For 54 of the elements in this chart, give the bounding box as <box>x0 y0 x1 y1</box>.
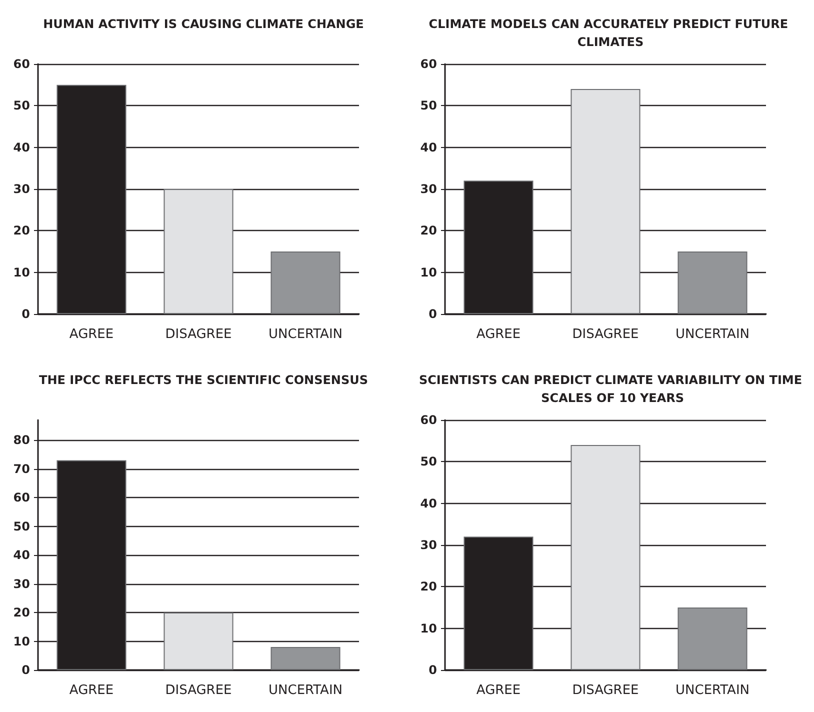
y-tick-label: 20 <box>420 580 437 594</box>
y-tick-label: 20 <box>13 224 30 238</box>
x-tick-label: AGREE <box>476 327 521 342</box>
y-tick-label: 30 <box>13 576 30 591</box>
y-tick-label: 50 <box>13 519 30 534</box>
x-tick-label: DISAGREE <box>165 683 232 698</box>
chart-title: SCIENTISTS CAN PREDICT CLIMATE VARIABILITY ON TIME SCALES OF 10 YEARS <box>418 373 802 405</box>
x-tick-label: UNCERTAIN <box>268 683 343 698</box>
y-tick-label: 10 <box>13 634 30 648</box>
bar <box>570 445 640 670</box>
y-tick-label: 30 <box>420 538 437 552</box>
y-tick-label: 60 <box>420 57 437 71</box>
x-tick-label: DISAGREE <box>572 683 639 698</box>
y-tick-label: 60 <box>13 490 30 505</box>
y-tick-label: 70 <box>13 462 30 476</box>
y-tick-label: 0 <box>428 307 437 321</box>
bar <box>570 89 640 314</box>
y-tick-label: 60 <box>420 413 437 427</box>
y-tick-label: 0 <box>22 307 30 321</box>
y-tick-label: 0 <box>428 663 437 677</box>
y-tick-label: 40 <box>13 548 30 562</box>
bar <box>270 647 340 670</box>
y-tick-label: 10 <box>420 265 437 280</box>
y-tick-label: 50 <box>13 98 30 113</box>
y-tick-label: 10 <box>420 621 437 636</box>
x-tick-label: AGREE <box>69 683 114 698</box>
y-tick-label: 40 <box>13 140 30 154</box>
y-tick-label: 30 <box>420 182 437 196</box>
chart-title: THE IPCC REFLECTS THE SCIENTIFIC CONSENSUS <box>39 373 368 387</box>
y-tick-label: 10 <box>13 265 30 280</box>
bar <box>164 189 234 314</box>
y-tick-label: 30 <box>13 182 30 196</box>
x-tick-label: DISAGREE <box>572 327 639 342</box>
bar <box>164 612 234 670</box>
x-tick-label: UNCERTAIN <box>675 683 750 698</box>
y-tick-label: 0 <box>22 663 30 677</box>
x-tick-label: DISAGREE <box>165 327 232 342</box>
y-tick-label: 40 <box>420 496 437 510</box>
x-tick-label: UNCERTAIN <box>675 327 750 342</box>
x-tick-label: UNCERTAIN <box>268 327 343 342</box>
y-tick-label: 80 <box>13 433 30 448</box>
y-tick-label: 60 <box>13 57 30 71</box>
y-tick-label: 20 <box>420 224 437 238</box>
bar <box>270 252 340 314</box>
x-tick-label: AGREE <box>69 327 114 342</box>
y-tick-label: 20 <box>13 606 30 620</box>
y-tick-label: 50 <box>420 454 437 469</box>
chart-title: CLIMATE MODELS CAN ACCURATELY PREDICT FUTURE CLIMATES <box>428 17 792 49</box>
bar <box>678 608 748 670</box>
chart-title: HUMAN ACTIVITY IS CAUSING CLIMATE CHANGE <box>43 17 364 31</box>
y-tick-label: 50 <box>420 98 437 113</box>
bar <box>678 252 748 314</box>
x-tick-label: AGREE <box>476 683 521 698</box>
y-tick-label: 40 <box>420 140 437 154</box>
